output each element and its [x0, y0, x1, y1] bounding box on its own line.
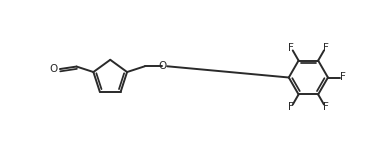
Text: F: F [288, 102, 294, 112]
Text: O: O [50, 64, 58, 74]
Text: F: F [340, 73, 346, 82]
Text: F: F [323, 43, 329, 53]
Text: O: O [158, 61, 166, 71]
Text: F: F [288, 43, 294, 53]
Text: F: F [323, 102, 329, 112]
